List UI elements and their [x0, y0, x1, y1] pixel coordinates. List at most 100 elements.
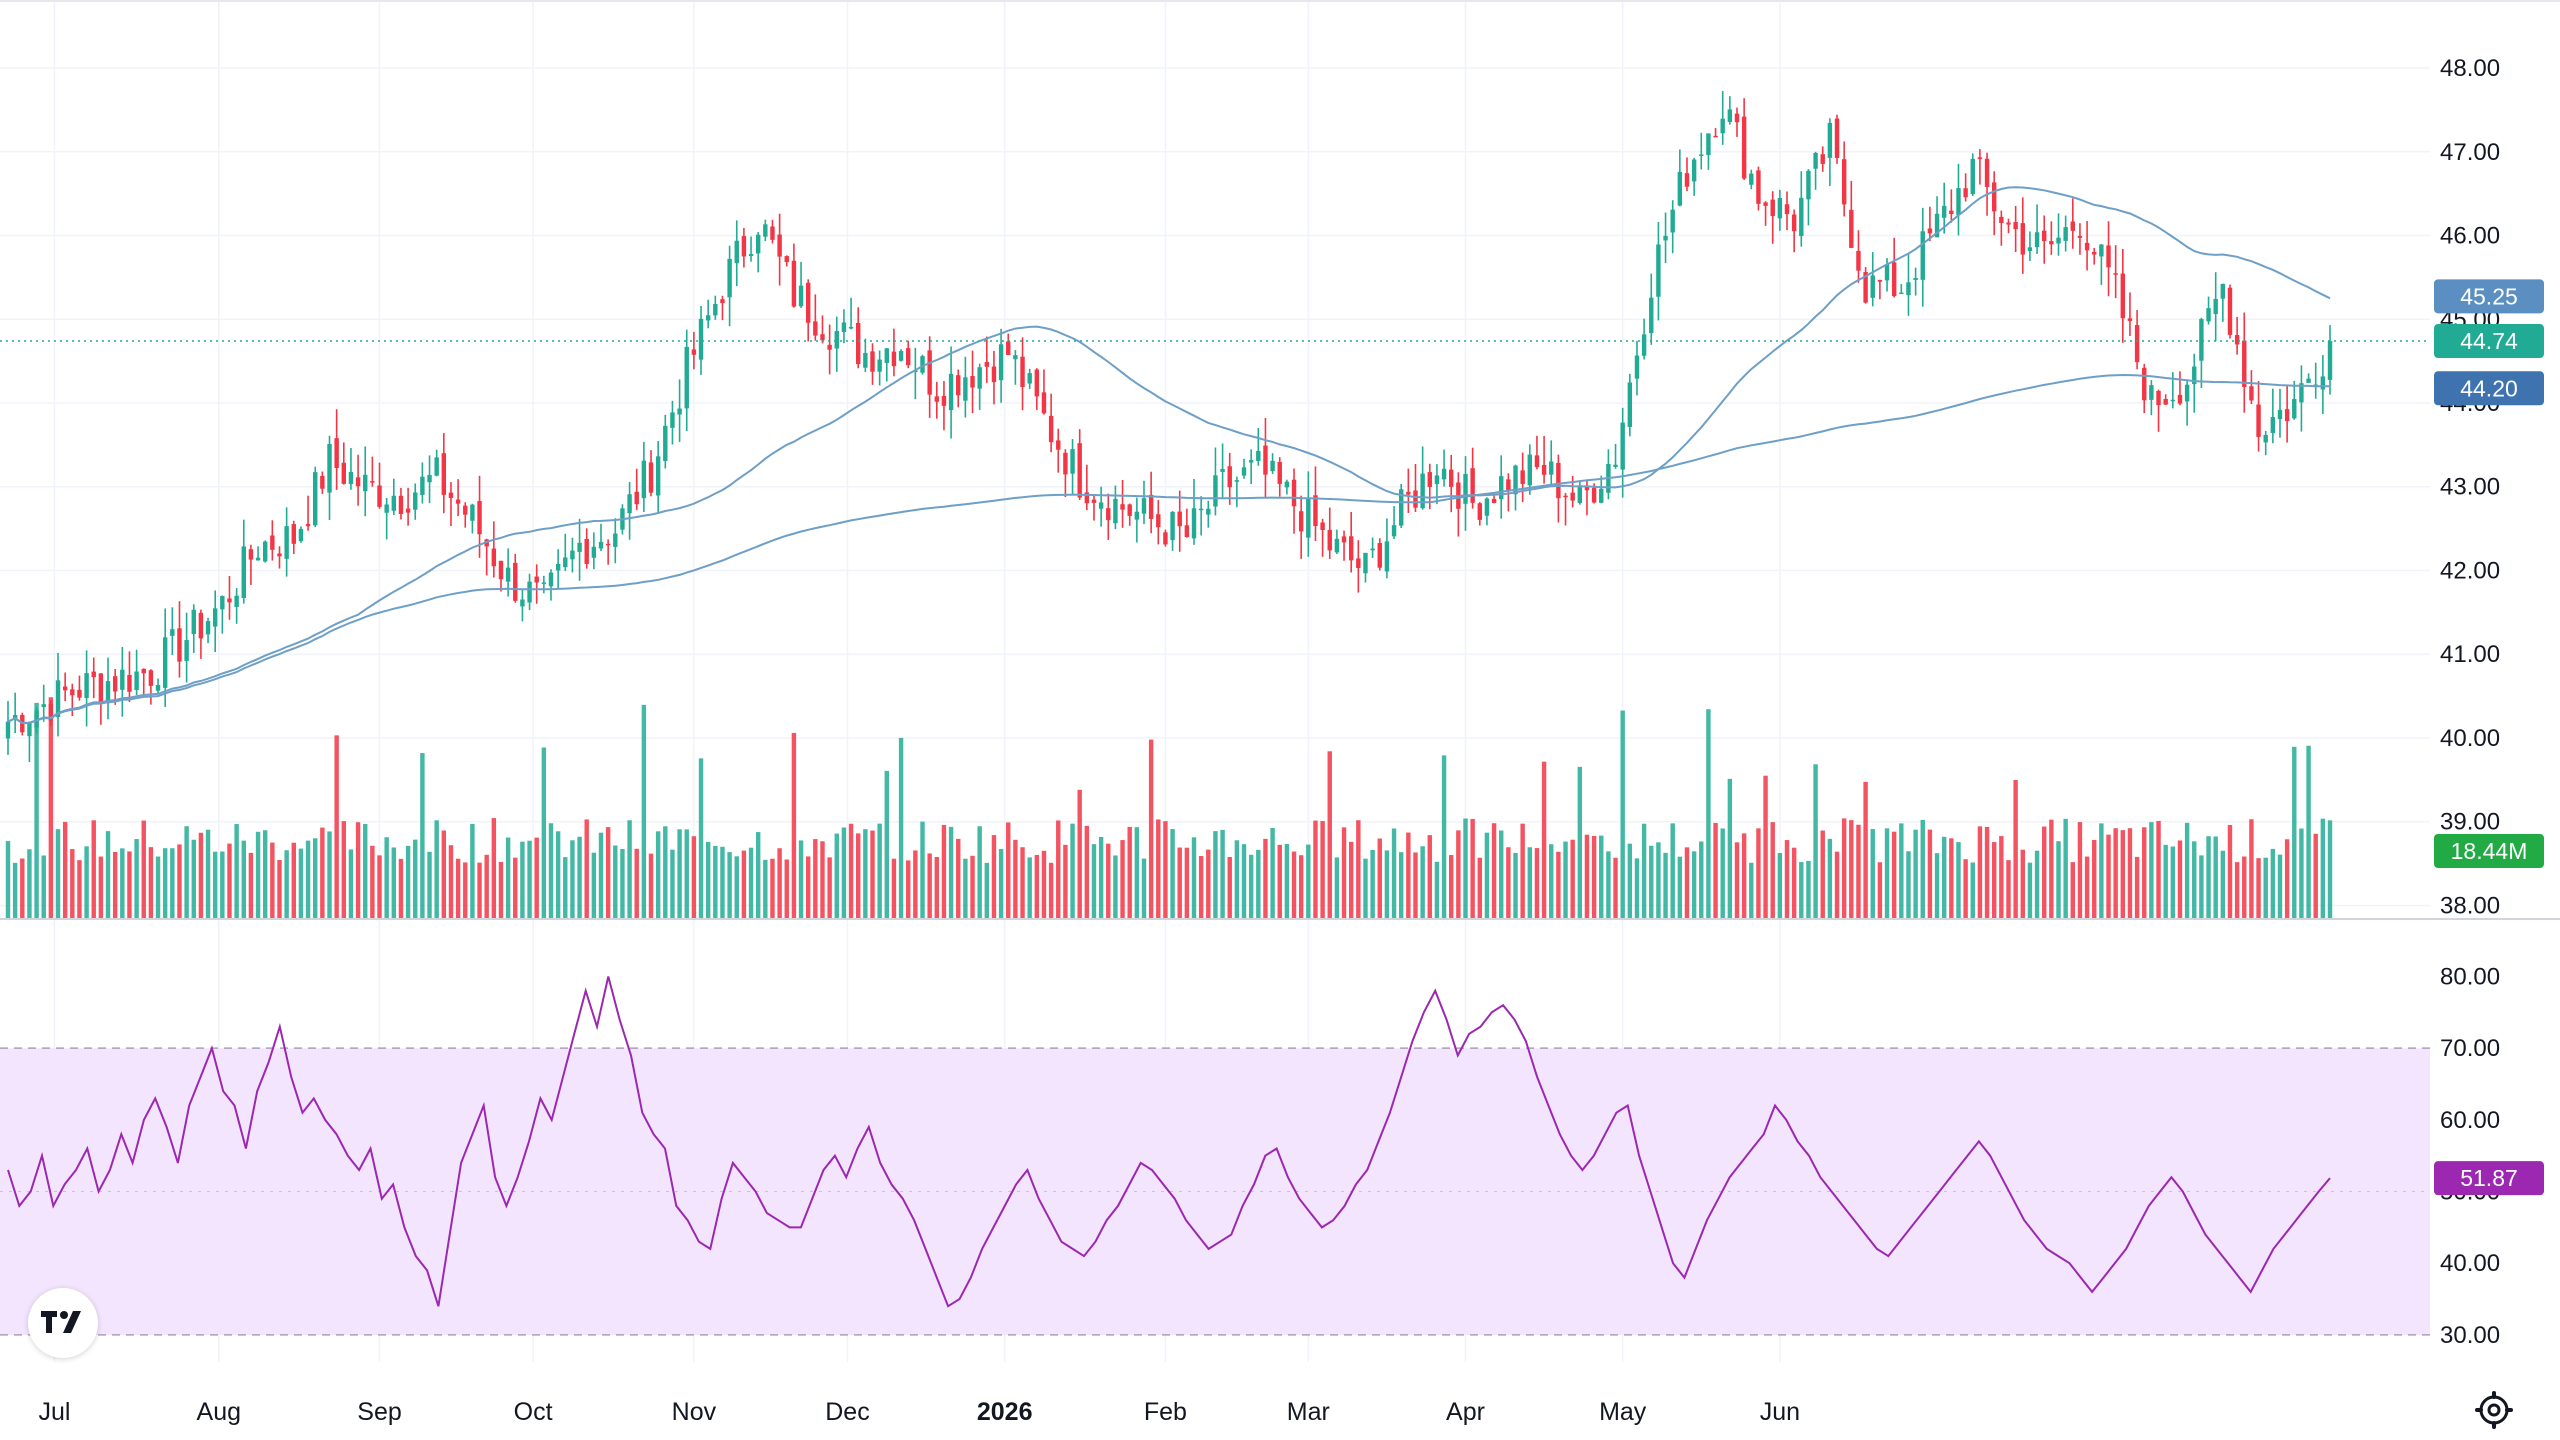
- volume-bar: [12, 862, 18, 918]
- gear-icon[interactable]: [2474, 1390, 2514, 1430]
- volume-bar: [1584, 834, 1590, 918]
- candle-body: [1363, 552, 1368, 574]
- volume-bar: [2099, 823, 2104, 918]
- candle-body: [1577, 485, 1583, 503]
- candle-body: [441, 453, 447, 495]
- volume-bar: [555, 831, 561, 918]
- volume-bar: [941, 824, 947, 918]
- volume-bar: [748, 847, 754, 918]
- candle-body: [548, 572, 554, 587]
- volume-bar: [1070, 823, 1075, 918]
- volume-bar: [870, 830, 875, 918]
- volume-bar: [291, 842, 296, 918]
- candle-body: [1148, 494, 1154, 519]
- price-axis[interactable]: 48.0047.0046.0045.0044.0043.0042.0041.00…: [2440, 55, 2500, 919]
- candle-body: [598, 541, 604, 549]
- volume-bar: [1113, 855, 1118, 918]
- candle-body: [1070, 449, 1075, 474]
- candle-body: [1106, 508, 1111, 521]
- volume-bar: [2034, 850, 2040, 918]
- candle-body: [705, 315, 711, 321]
- volume-bar: [991, 835, 997, 918]
- volume-bar: [784, 859, 789, 918]
- candle-body: [1527, 454, 1533, 486]
- candle-body: [320, 475, 325, 489]
- candle-body: [941, 395, 947, 406]
- candle-body: [920, 356, 925, 373]
- volume-bar: [2313, 833, 2318, 918]
- volume-bar: [1670, 823, 1675, 918]
- candle-body: [2142, 367, 2147, 401]
- volume-bar: [1306, 844, 1311, 918]
- candle-body: [848, 326, 854, 329]
- volume-bar: [820, 841, 825, 918]
- volume-bar: [1056, 820, 1061, 918]
- volume-bar: [1384, 850, 1390, 918]
- volume-bar: [2156, 820, 2161, 918]
- candle-body: [1663, 235, 1668, 241]
- price-badges: 45.25 44.74 44.20 18.44M 51.87: [2434, 279, 2544, 1196]
- volume-bar: [1934, 853, 1940, 918]
- candle-body: [1956, 188, 1961, 216]
- candle-body: [1963, 188, 1968, 198]
- volume-bar: [1770, 822, 1775, 918]
- candle-body: [1320, 522, 1325, 530]
- volume-bar: [1520, 823, 1525, 918]
- volume-bar: [77, 860, 82, 918]
- candle-body: [634, 491, 639, 505]
- volume-bar: [2227, 825, 2233, 918]
- candle-body: [1348, 536, 1354, 561]
- time-tick-label: Apr: [1446, 1398, 1485, 1426]
- candle-body: [956, 375, 961, 396]
- candle-body: [1827, 122, 1833, 158]
- candle-body: [627, 494, 632, 514]
- volume-bar: [734, 856, 739, 918]
- candle-body: [2027, 247, 2033, 252]
- volume-bar: [448, 845, 454, 918]
- volume-bar: [255, 831, 261, 918]
- candle-body: [684, 346, 689, 409]
- price-tick-label: 41.00: [2440, 641, 2500, 668]
- candle-body: [1984, 158, 1990, 187]
- candle-body: [948, 373, 954, 411]
- candle-body: [1849, 209, 1854, 248]
- volume-bar: [1127, 826, 1132, 918]
- price-tick-label: 47.00: [2440, 139, 2500, 166]
- volume-bar: [813, 839, 818, 918]
- candle-body: [1799, 197, 1804, 237]
- candle-body: [212, 608, 218, 627]
- volume-bar: [684, 829, 689, 918]
- candle-body: [1584, 485, 1590, 491]
- price-tick-label: 43.00: [2440, 474, 2500, 501]
- candle-body: [2206, 308, 2211, 322]
- volume-bar: [677, 829, 682, 918]
- volume-bar: [1556, 851, 1561, 918]
- candle-body: [234, 595, 239, 607]
- candle-body: [455, 499, 461, 504]
- volume-bar: [1006, 822, 1011, 918]
- candle-body: [391, 495, 397, 511]
- candle-body: [1434, 475, 1440, 485]
- time-tick-label: Aug: [197, 1398, 241, 1426]
- volume-bar: [198, 832, 204, 918]
- candle-body: [877, 359, 882, 372]
- volume-bar: [1106, 843, 1111, 918]
- volume-bar: [1763, 775, 1768, 918]
- candle-body: [755, 234, 761, 254]
- volume-bar: [1541, 761, 1547, 918]
- volume-bar: [513, 857, 518, 918]
- candle-body: [1513, 465, 1518, 495]
- candle-body: [1398, 489, 1404, 526]
- candle-body: [1791, 214, 1797, 232]
- tradingview-logo[interactable]: [28, 1288, 98, 1358]
- volume-bar: [1227, 856, 1232, 918]
- candle-body: [1184, 525, 1190, 538]
- candle-body: [177, 628, 182, 662]
- candle-body: [1027, 373, 1032, 384]
- candle-body: [691, 349, 697, 355]
- volume-bar: [1020, 847, 1025, 918]
- time-axis[interactable]: Jul Aug Sep Oct Nov Dec 2026 Feb Mar Apr May Jun: [38, 1398, 1800, 1426]
- volume-bar: [1220, 829, 1225, 918]
